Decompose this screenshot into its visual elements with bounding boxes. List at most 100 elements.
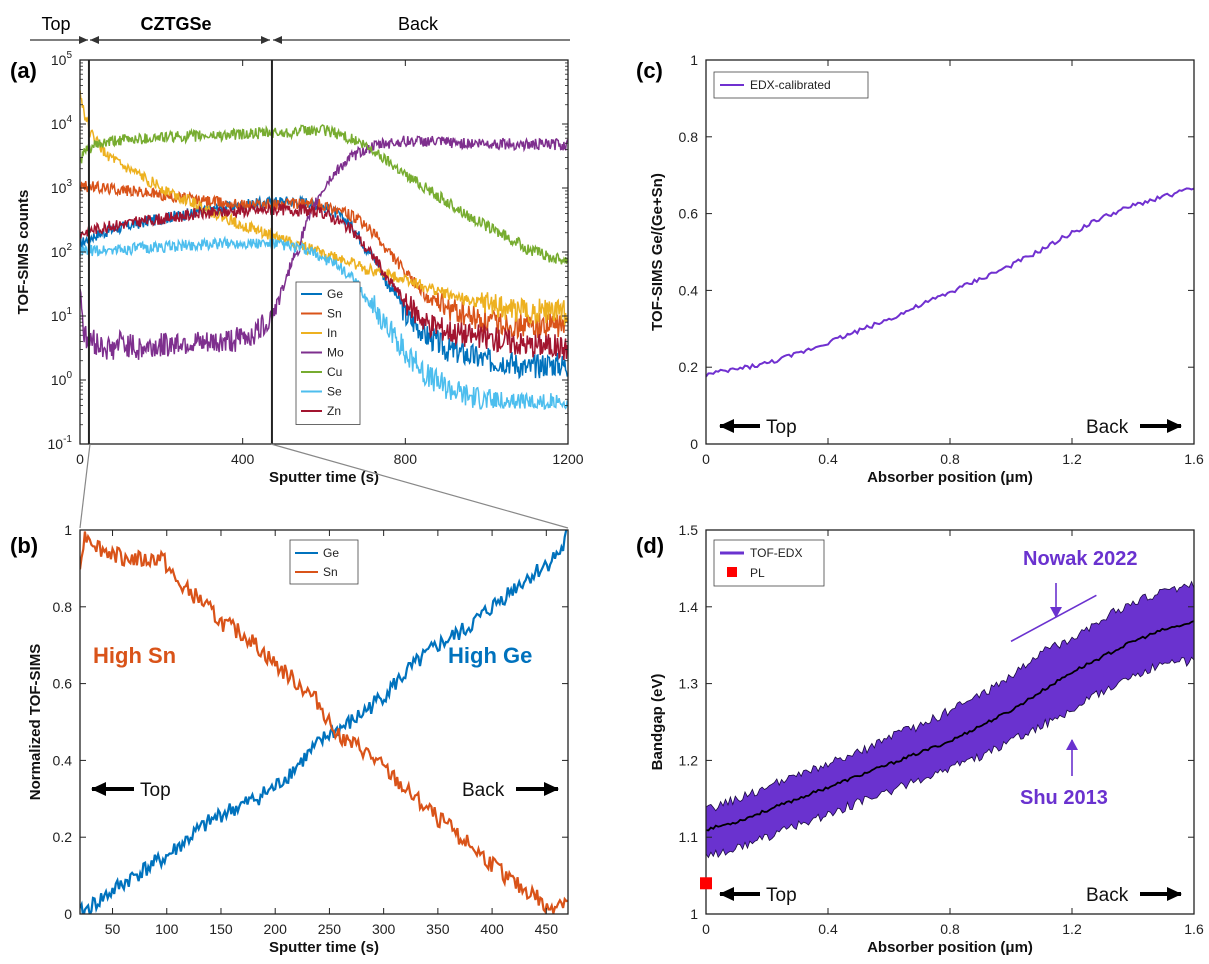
series-sn-line [80, 531, 568, 914]
panel-d-xlabel: Absorber position (μm) [867, 939, 1033, 956]
legend-box-d [713, 539, 825, 587]
series-tof-edx-line [706, 620, 1194, 832]
panel-a-xtick-label-2: 800 [394, 451, 418, 467]
panel-b-label: (b) [10, 533, 38, 558]
legend-label-edx-calibrated: EDX-calibrated [750, 78, 831, 92]
panel-b-xtick-label-6: 350 [426, 921, 450, 937]
panel-d-ytick-label-2: 1.2 [679, 752, 699, 768]
legend-label-zn: Zn [327, 404, 341, 418]
region-label-back: Back [398, 14, 439, 34]
panel-d-xtick-label-4: 1.6 [1184, 921, 1204, 937]
panel-c-xtick-label-1: 0.4 [818, 451, 838, 467]
annotation-back-b: Back [462, 780, 505, 801]
panel-a-ytick-label-0: 10-1 [48, 434, 73, 452]
legend-label-se: Se [327, 385, 342, 399]
zoom-connector-right [270, 443, 569, 529]
legend-label-ge: Ge [323, 546, 339, 560]
annotation-back-d: Back [1086, 885, 1129, 906]
panel-a-xtick-label-0: 0 [76, 451, 84, 467]
panel-d-ytick-label-3: 1.3 [679, 676, 699, 692]
panel-b-series [80, 530, 568, 914]
panel-b: (b) 50 100 150 200 250 300 350 400 450 0 0.2 0.4 0.6… [10, 522, 569, 956]
panel-a-legend: Ge Sn In Mo Cu Se Zn [295, 281, 361, 425]
series-edx-calibrated-line [706, 187, 1194, 378]
panel-d-ytick-label-1: 1.1 [679, 829, 699, 845]
panel-a-ytick-exp-5: 4 [66, 114, 72, 125]
series-pl-point [700, 877, 712, 890]
panel-c-ytick-label-0: 0 [690, 436, 698, 452]
series-tof-edx-band [706, 580, 1194, 859]
series-se-line [80, 235, 568, 410]
series-cu-line [80, 124, 568, 265]
panel-b-ytick-label-4: 0.8 [53, 599, 73, 615]
annotation-top-b: Top [140, 780, 171, 801]
panel-b-xtick-label-2: 150 [209, 921, 233, 937]
panel-b-legend: Ge Sn [289, 539, 359, 585]
region-label-top: Top [41, 14, 70, 34]
region-label-czt: CZTGSe [140, 14, 211, 34]
zoom-connector-left [79, 443, 91, 529]
panel-c-ytick-label-2: 0.4 [679, 282, 699, 298]
panel-a-ytick-base-1: 10 [51, 372, 67, 388]
panel-a-ytick-exp-2: 1 [66, 306, 72, 317]
panel-c-ytick-label-1: 0.2 [679, 359, 699, 375]
panel-a-xtick-label-1: 400 [231, 451, 255, 467]
panel-a-label: (a) [10, 58, 37, 83]
panel-d-legend: TOF-EDX PL [713, 539, 825, 587]
panel-c-xlabel: Absorber position (μm) [867, 469, 1033, 486]
panel-c-series [706, 187, 1194, 378]
panel-b-xtick-label-0: 50 [105, 921, 121, 937]
zoom-connectors [79, 443, 569, 529]
panel-d: (d) 0 0.4 0.8 1.2 1.6 1 1.1 1.2 1.3 1.4 1.5 TOF-ED… [636, 522, 1204, 956]
panel-a-ytick-base-2: 10 [51, 308, 67, 324]
panel-a-ytick-exp-6: 5 [66, 50, 72, 61]
panel-c-xtick-label-3: 1.2 [1062, 451, 1082, 467]
legend-label-tof-edx: TOF-EDX [750, 546, 802, 560]
panel-c-ytick-label-5: 1 [690, 52, 698, 68]
panel-c-xtick-label-0: 0 [702, 451, 710, 467]
panel-d-ylabel: Bandgap (eV) [649, 674, 666, 771]
legend-label-sn: Sn [327, 307, 342, 321]
panel-a-xtick-label-3: 1200 [552, 451, 583, 467]
panel-b-ytick-label-3: 0.6 [53, 676, 73, 692]
panel-a-ytick-label-6: 105 [51, 50, 73, 68]
panel-d-xtick-label-2: 0.8 [940, 921, 960, 937]
panel-c-xtick-label-2: 0.8 [940, 451, 960, 467]
panel-b-xtick-label-3: 200 [264, 921, 288, 937]
panel-b-frame [79, 529, 569, 915]
annotation-back-c: Back [1086, 417, 1129, 438]
reference-slope-line-1 [1025, 671, 1110, 727]
annotation-high-sn: High Sn [93, 643, 176, 668]
legend-label-ge: Ge [327, 287, 343, 301]
annotation-high-ge: High Ge [448, 643, 532, 668]
panel-a-ytick-label-1: 100 [51, 370, 73, 388]
panel-b-xtick-label-7: 400 [480, 921, 504, 937]
panel-a-ytick-label-2: 101 [51, 306, 73, 324]
panel-b-xlabel: Sputter time (s) [269, 939, 379, 956]
series-zn-line [80, 201, 568, 361]
panel-d-label: (d) [636, 533, 664, 558]
panel-b-ytick-label-5: 1 [64, 522, 72, 538]
panel-c-xtick-label-4: 1.6 [1184, 451, 1204, 467]
panel-b-ytick-label-2: 0.4 [53, 752, 73, 768]
panel-d-ytick-label-4: 1.4 [679, 599, 699, 615]
annotation-top-c: Top [766, 417, 797, 438]
panel-a-ytick-label-4: 103 [51, 178, 73, 196]
panel-c-label: (c) [636, 58, 663, 83]
panel-d-ytick-label-0: 1 [690, 906, 698, 922]
panel-a-ytick-base-3: 10 [51, 244, 67, 260]
panel-a-ylabel: TOF-SIMS counts [15, 190, 32, 315]
series-mo-line [80, 135, 568, 360]
panel-a-xlabel: Sputter time (s) [269, 469, 379, 486]
panel-b-xtick-label-4: 250 [318, 921, 342, 937]
panel-a-series [80, 60, 568, 444]
panel-d-ytick-label-5: 1.5 [679, 522, 699, 538]
panel-d-xtick-label-1: 0.4 [818, 921, 838, 937]
panel-d-series [706, 580, 1194, 859]
reference-slope-line-0 [1010, 594, 1097, 643]
annotation-shu: Shu 2013 [1020, 787, 1108, 809]
panel-a-ytick-exp-3: 2 [66, 242, 72, 253]
series-in-line [80, 90, 568, 326]
panel-b-xtick-label-8: 450 [535, 921, 559, 937]
